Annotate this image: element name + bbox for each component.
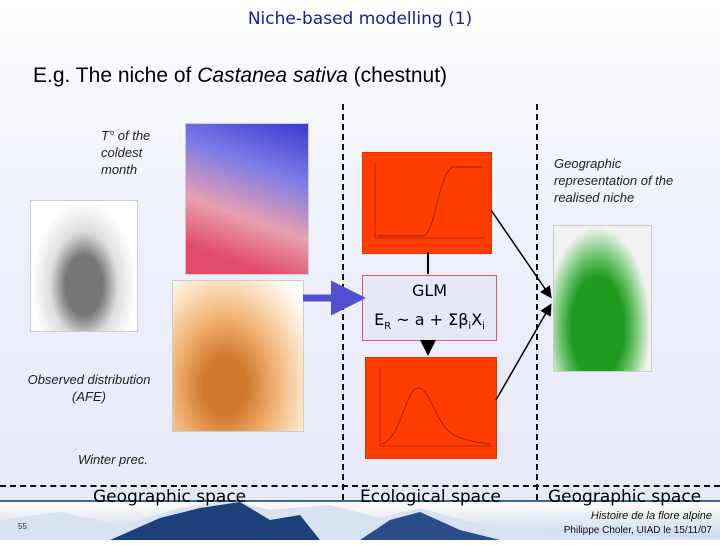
mountain-image — [0, 500, 720, 540]
subtitle-text: E.g. The niche of — [33, 64, 198, 87]
divider-horizontal — [0, 485, 720, 487]
footer-course: Histoire de la flore alpine — [590, 510, 712, 522]
section-ecological-space: Ecological space — [360, 487, 501, 507]
divider-left — [342, 104, 344, 540]
niche-map — [553, 225, 652, 372]
slide-subtitle: E.g. The niche of Castanea sativa (chest… — [33, 64, 447, 88]
label-geo-representation: Geographic representation of the realise… — [554, 156, 674, 205]
output-arrow-top — [490, 209, 552, 299]
f-x: X — [471, 310, 483, 329]
label-temperature: T° of the coldest month — [101, 128, 151, 177]
section-geographic-space-right: Geographic space — [548, 487, 702, 507]
glm-formula: ER ~ a + ΣβiXi — [363, 310, 496, 332]
f-mid: ~ a + Σβ — [391, 310, 469, 329]
species-name: Castanea sativa — [197, 64, 348, 87]
subtitle-text-end: (chestnut) — [347, 64, 448, 87]
response-curve — [381, 387, 491, 445]
label-observed: Observed distribution (AFE) — [27, 372, 151, 404]
output-arrow-bottom — [495, 303, 552, 401]
f-i: i — [468, 321, 472, 333]
page-number: 55 — [18, 522, 27, 531]
temperature-map — [185, 123, 309, 275]
glm-box: GLM ER ~ a + ΣβiXi — [362, 275, 497, 341]
response-curve — [377, 166, 483, 237]
winter-precipitation-map — [172, 280, 304, 432]
f-i2: i — [482, 321, 485, 333]
slide-title: Niche-based modelling (1) — [247, 9, 473, 29]
glm-title: GLM — [411, 281, 448, 300]
footer-banner — [0, 500, 720, 540]
f-e: E — [374, 310, 385, 329]
section-geographic-space-left: Geographic space — [93, 487, 247, 507]
label-winter-prec: Winter prec. — [78, 452, 148, 467]
footer-author: Philippe Choler, UIAD le 15/11/07 — [563, 525, 712, 536]
divider-right — [536, 104, 538, 540]
observed-distribution-map — [30, 200, 138, 332]
temperature-response-chart — [362, 152, 492, 254]
precipitation-response-chart — [365, 357, 497, 459]
f-r: R — [384, 321, 392, 333]
